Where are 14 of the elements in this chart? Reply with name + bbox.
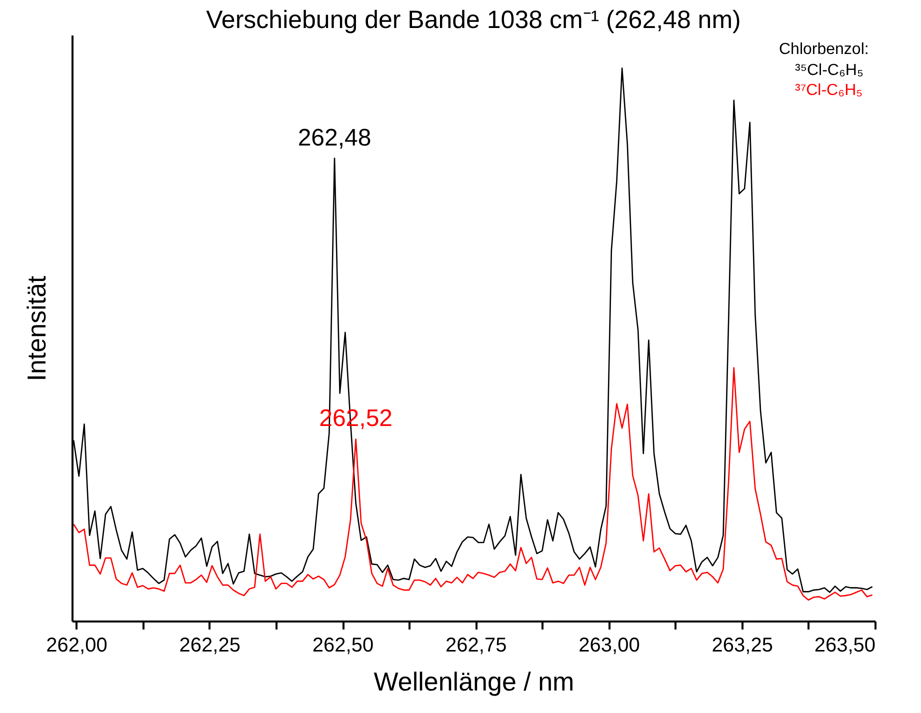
x-tick-label: 262,25 — [179, 634, 240, 656]
x-tick-label: 262,75 — [446, 634, 507, 656]
x-axis-title: Wellenlänge / nm — [374, 666, 574, 696]
x-tick-label: 263,25 — [712, 634, 773, 656]
x-tick-label: 263,00 — [578, 634, 640, 656]
x-tick-label: 262,50 — [312, 634, 374, 656]
chart-title: Verschiebung der Bande 1038 cm⁻¹ (262,48 nm) — [206, 6, 741, 34]
legend-title: Chlorbenzol: — [779, 41, 869, 58]
text: ³⁷Cl-C₆H₅ — [795, 82, 863, 99]
y-axis-title: Intensität — [22, 274, 52, 382]
x-tick-label: 263,50 — [814, 634, 876, 656]
annotation: 262,48 — [298, 124, 372, 152]
text: ³⁵Cl-C₆H₅ — [795, 62, 864, 79]
x-tick-label: 262,00 — [46, 634, 108, 656]
